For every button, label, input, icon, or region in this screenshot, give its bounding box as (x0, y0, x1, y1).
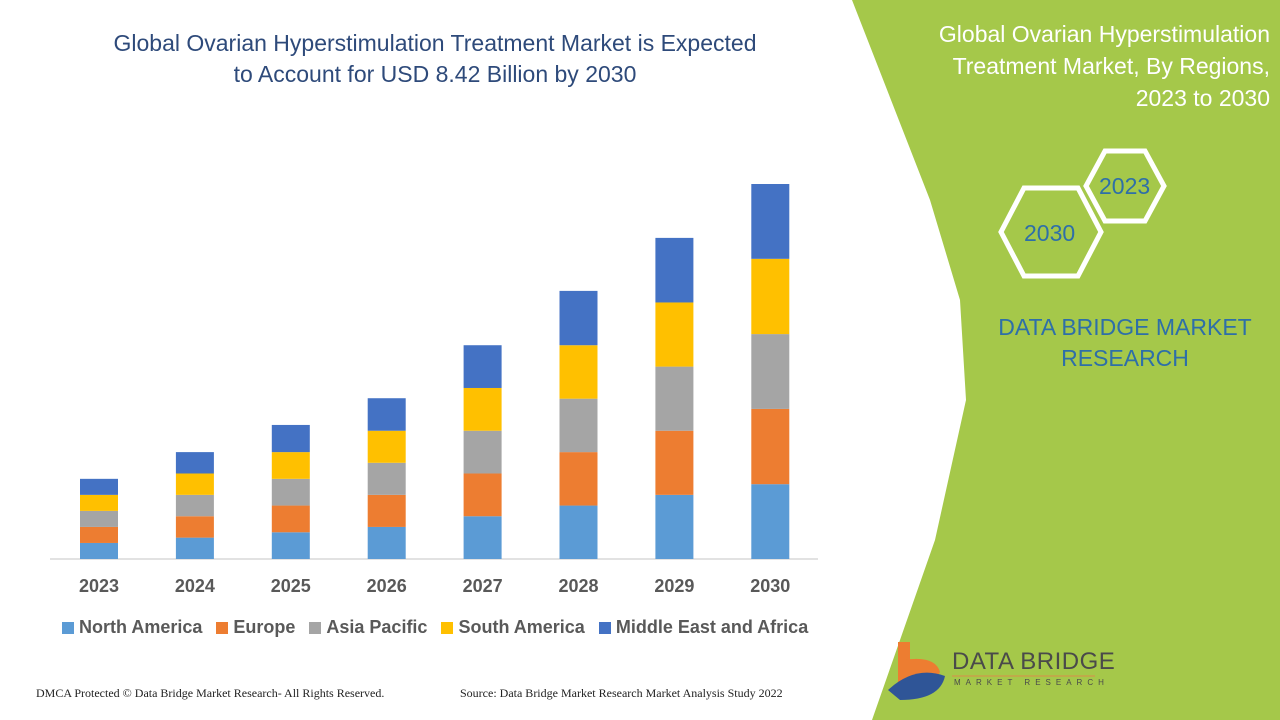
bar-segment-2029-asia-pacific (655, 366, 694, 431)
bar-segment-2025-asia-pacific (271, 478, 310, 506)
side-panel-title: Global Ovarian Hyperstimulation Treatmen… (890, 18, 1270, 114)
legend-item: North America (62, 617, 202, 638)
bar-segment-2030-europe (751, 408, 790, 485)
bar-segment-2023-asia-pacific (80, 510, 118, 527)
side-title-line-2: Treatment Market, By Regions, (952, 53, 1270, 79)
legend-label: Europe (233, 617, 296, 637)
bar-segment-2028-asia-pacific (559, 398, 598, 453)
bar-segment-2030-north-america (751, 484, 790, 559)
x-tick-label: 2023 (79, 576, 119, 596)
legend-label: Middle East and Africa (615, 617, 809, 637)
x-tick-label: 2024 (175, 576, 215, 596)
bar-segment-2027-asia-pacific (463, 430, 502, 474)
bar-segment-2026-north-america (367, 526, 406, 559)
legend-label: South America (458, 617, 585, 637)
logo-name: DATA BRIDGE (952, 648, 1116, 675)
bar-segment-2030-asia-pacific (751, 334, 790, 409)
bar-segment-2026-asia-pacific (367, 462, 406, 495)
x-tick-label: 2026 (367, 576, 407, 596)
data-bridge-logo-icon (888, 642, 945, 700)
bar-segment-2029-europe (655, 430, 694, 495)
bar-segment-2030-middle-east-and-africa (751, 184, 790, 259)
bar-segment-2028-europe (559, 452, 598, 506)
logo-tagline: MARKET RESEARCH (954, 678, 1109, 687)
x-tick-label: 2028 (558, 576, 598, 596)
bar-segment-2025-south-america (271, 452, 310, 479)
legend-swatch (441, 621, 454, 634)
bar-segment-2024-south-america (175, 473, 214, 495)
legend-item: Asia Pacific (309, 617, 427, 638)
hexagon-2030 (998, 185, 1104, 279)
bar-segment-2027-south-america (463, 387, 502, 431)
bar-segment-2024-europe (175, 516, 214, 538)
bar-segment-2026-middle-east-and-africa (367, 398, 406, 431)
brand-text: DATA BRIDGE MARKET RESEARCH (980, 312, 1270, 374)
x-tick-label: 2029 (654, 576, 694, 596)
legend-label: Asia Pacific (326, 617, 428, 637)
bar-segment-2024-north-america (175, 537, 214, 559)
bar-segment-2028-middle-east-and-africa (559, 290, 598, 346)
chart-legend: North America Europe Asia Pacific South Ame… (62, 617, 808, 638)
bar-segment-2029-north-america (655, 494, 694, 559)
green-side-panel (852, 0, 1280, 720)
hexagon-2023 (1083, 148, 1167, 224)
bar-segment-2028-north-america (559, 505, 598, 559)
bar-segment-2030-south-america (751, 258, 790, 335)
bar-segment-2023-middle-east-and-africa (80, 478, 118, 495)
hex-label-start: 2023 (1099, 173, 1151, 199)
title-line-2: to Account for USD 8.42 Billion by 2030 (233, 61, 637, 87)
copyright-text: DMCA Protected © Data Bridge Market Rese… (36, 686, 385, 700)
x-tick-label: 2030 (750, 576, 790, 596)
legend-swatch (598, 621, 611, 634)
bar-segment-2025-middle-east-and-africa (271, 424, 310, 453)
bar-segment-2025-europe (271, 505, 310, 533)
legend-item: Middle East and Africa (598, 617, 809, 638)
legend-label: North America (79, 617, 203, 637)
bar-segment-2026-europe (367, 494, 406, 527)
legend-swatch (62, 621, 74, 634)
bar-segment-2023-europe (80, 526, 118, 543)
bar-segment-2027-europe (463, 473, 502, 517)
bar-segment-2027-north-america (463, 516, 502, 559)
bar-segment-2027-middle-east-and-africa (463, 345, 502, 388)
bar-segment-2029-middle-east-and-africa (655, 237, 694, 303)
bar-segment-2026-south-america (367, 430, 406, 463)
bar-segment-2025-north-america (271, 532, 310, 559)
legend-swatch (216, 621, 229, 634)
title-line-1: Global Ovarian Hyperstimulation Treatmen… (113, 30, 757, 56)
legend-swatch (309, 621, 322, 634)
bar-segment-2029-south-america (655, 302, 694, 367)
bar-segment-2023-north-america (80, 542, 118, 559)
chart-title: Global Ovarian Hyperstimulation Treatmen… (60, 28, 810, 90)
x-tick-label: 2027 (463, 576, 503, 596)
bar-segment-2024-asia-pacific (175, 494, 214, 517)
brand-line-2: RESEARCH (1061, 345, 1189, 371)
source-text: Source: Data Bridge Market Research Mark… (460, 686, 783, 700)
side-title-line-3: 2023 to 2030 (1135, 85, 1270, 111)
bar-segment-2024-middle-east-and-africa (175, 452, 214, 474)
legend-item: South America (441, 617, 585, 638)
bar-segment-2023-south-america (80, 494, 118, 511)
side-title-line-1: Global Ovarian Hyperstimulation (938, 21, 1270, 47)
brand-line-1: DATA BRIDGE MARKET (998, 314, 1252, 340)
x-tick-label: 2025 (271, 576, 311, 596)
legend-item: Europe (216, 617, 295, 638)
hex-label-end: 2030 (1024, 220, 1076, 246)
bar-segment-2028-south-america (559, 345, 598, 399)
